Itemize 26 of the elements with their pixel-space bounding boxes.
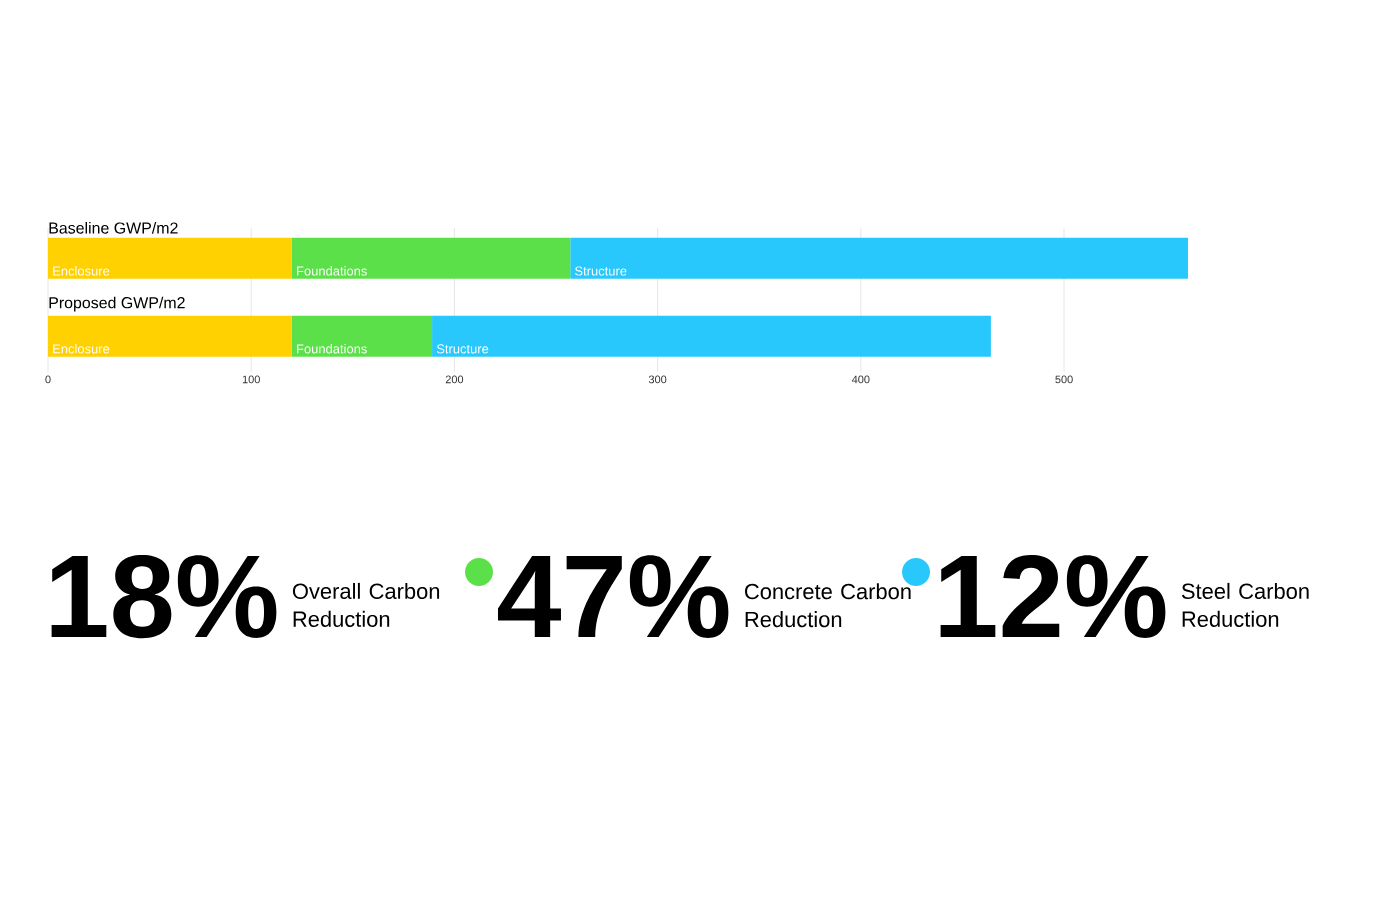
text: Overall Carbon Reduction bbox=[292, 582, 440, 627]
y-tick-label: Baseline GWP/m2 bbox=[49, 221, 178, 234]
text: Foundations bbox=[297, 343, 367, 354]
x-tick-label: 100 bbox=[242, 375, 260, 384]
x-tick-label: 400 bbox=[851, 375, 870, 384]
bar bbox=[48, 237, 292, 279]
x-tick-label: 500 bbox=[1055, 375, 1073, 384]
series-label: Structure bbox=[575, 266, 627, 276]
text: 12% bbox=[940, 554, 1166, 638]
x-tick-label: 0 bbox=[45, 375, 51, 384]
bar bbox=[48, 315, 292, 357]
text: Enclosure bbox=[53, 343, 110, 354]
series-label: Enclosure bbox=[53, 266, 110, 276]
bar bbox=[570, 237, 1188, 279]
text: 18% bbox=[51, 554, 277, 639]
bar bbox=[432, 315, 991, 357]
bar bbox=[291, 315, 433, 357]
y-tick-label: Proposed GWP/m2 bbox=[49, 296, 185, 312]
series-label: Foundations bbox=[297, 266, 367, 276]
text: Steel Carbon Reduction bbox=[1181, 582, 1309, 627]
x-tick-label: 200 bbox=[445, 375, 464, 384]
text: Structure bbox=[436, 344, 489, 354]
text: Concrete Carbon Reduction bbox=[745, 583, 911, 628]
x-tick-label: 300 bbox=[648, 375, 667, 384]
bar bbox=[291, 237, 571, 279]
text: 47% bbox=[497, 555, 729, 638]
